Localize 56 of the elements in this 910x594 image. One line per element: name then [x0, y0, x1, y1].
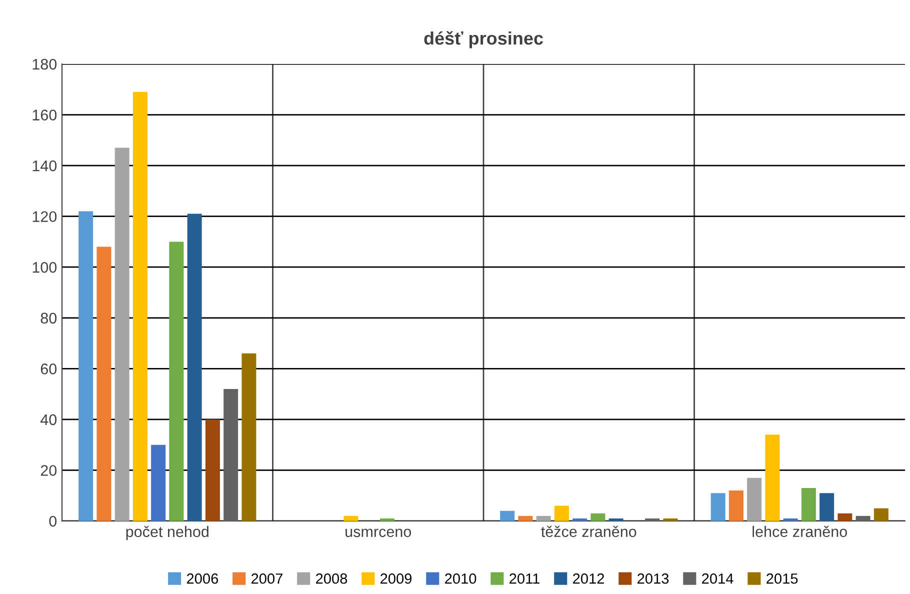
- bar: [856, 516, 870, 521]
- y-tick-label: 100: [32, 262, 57, 273]
- legend-label: 2006: [186, 573, 218, 584]
- bar: [801, 488, 816, 521]
- bar: [224, 388, 238, 521]
- bar: [747, 478, 762, 521]
- legend-label: 2012: [573, 573, 604, 584]
- bar: [380, 518, 394, 521]
- bar: [151, 444, 166, 521]
- bar: [500, 510, 515, 521]
- y-tick-label: 180: [32, 58, 57, 70]
- legend-label: 2007: [251, 573, 282, 584]
- bar: [783, 518, 798, 521]
- bar: [765, 434, 780, 521]
- bar: [344, 516, 358, 521]
- y-tick-label: 140: [32, 160, 57, 172]
- bar: [554, 506, 569, 521]
- bar: [608, 518, 624, 521]
- bar: [78, 211, 94, 521]
- y-tick-label: 60: [40, 364, 57, 374]
- legend-label: 2015: [766, 573, 798, 584]
- bar: [242, 353, 256, 521]
- legend-label: 2010: [445, 573, 476, 584]
- bar: [187, 214, 202, 521]
- y-tick-label: 120: [32, 211, 57, 222]
- x-tick-label: lehce zraněno: [752, 526, 847, 538]
- y-tick-label: 160: [32, 110, 57, 120]
- legend-label: 2009: [380, 573, 412, 584]
- y-tick-label: 40: [40, 414, 57, 426]
- bar: [645, 518, 660, 521]
- legend-label: 2014: [702, 573, 734, 584]
- bar: [205, 419, 220, 521]
- bar: [820, 493, 834, 521]
- bar: [518, 516, 533, 521]
- x-tick-label: usmrceno: [346, 528, 412, 538]
- bar: [536, 516, 551, 521]
- bar: [96, 246, 112, 521]
- bar: [132, 92, 148, 521]
- x-tick-label: těžce zraněno: [541, 526, 636, 538]
- bar: [169, 242, 184, 521]
- bar: [838, 513, 852, 521]
- legend-label: 2013: [638, 573, 669, 584]
- x-tick-label: počet nehod: [126, 526, 208, 540]
- bar: [663, 518, 678, 521]
- y-tick-label: 80: [40, 312, 57, 324]
- chart-title: déšť prosinec: [424, 31, 543, 48]
- y-tick-label: 20: [40, 465, 57, 476]
- bar: [572, 518, 588, 521]
- bar: [114, 148, 130, 521]
- bar: [590, 513, 606, 521]
- y-tick-label: 0: [49, 516, 57, 527]
- bar: [874, 508, 888, 521]
- bar: [710, 493, 726, 521]
- legend-label: 2011: [510, 573, 540, 584]
- legend-label: 2008: [316, 573, 348, 584]
- bar: [728, 490, 744, 521]
